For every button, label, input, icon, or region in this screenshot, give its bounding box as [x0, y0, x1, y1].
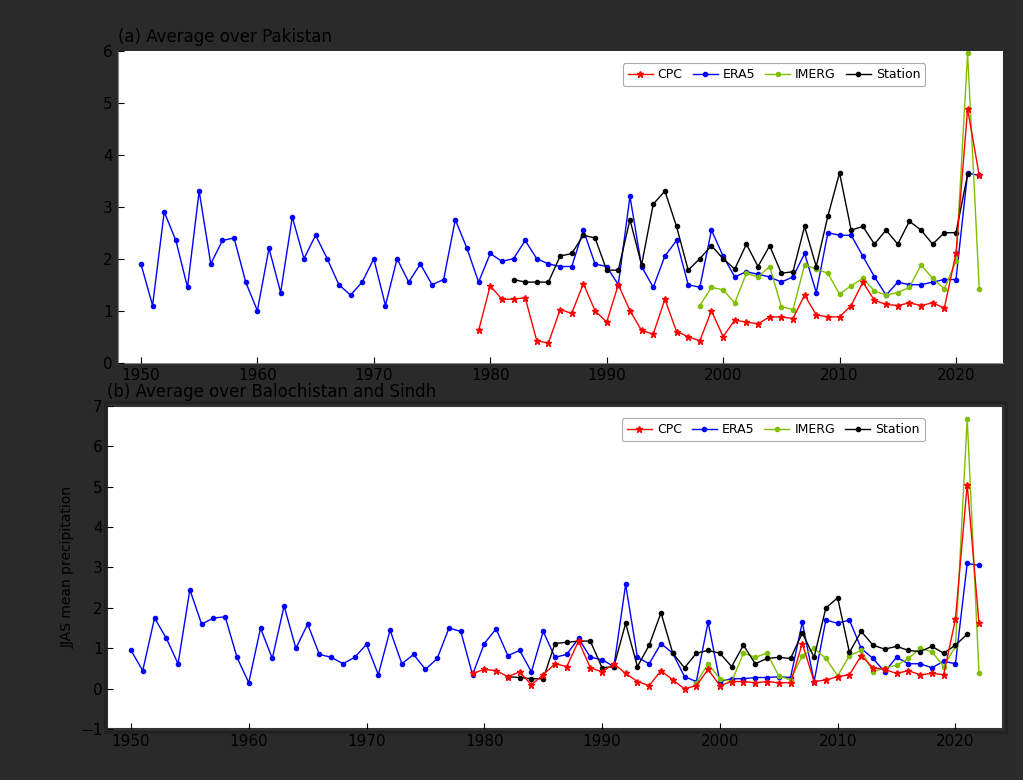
Legend: CPC, ERA5, IMERG, Station: CPC, ERA5, IMERG, Station: [623, 63, 926, 86]
Legend: CPC, ERA5, IMERG, Station: CPC, ERA5, IMERG, Station: [622, 418, 925, 441]
Y-axis label: JJAS mean precipitation: JJAS mean precipitation: [60, 487, 75, 648]
Text: (b) Average over Balochistan and Sindh: (b) Average over Balochistan and Sindh: [107, 383, 437, 401]
Text: (a) Average over Pakistan: (a) Average over Pakistan: [118, 28, 331, 46]
